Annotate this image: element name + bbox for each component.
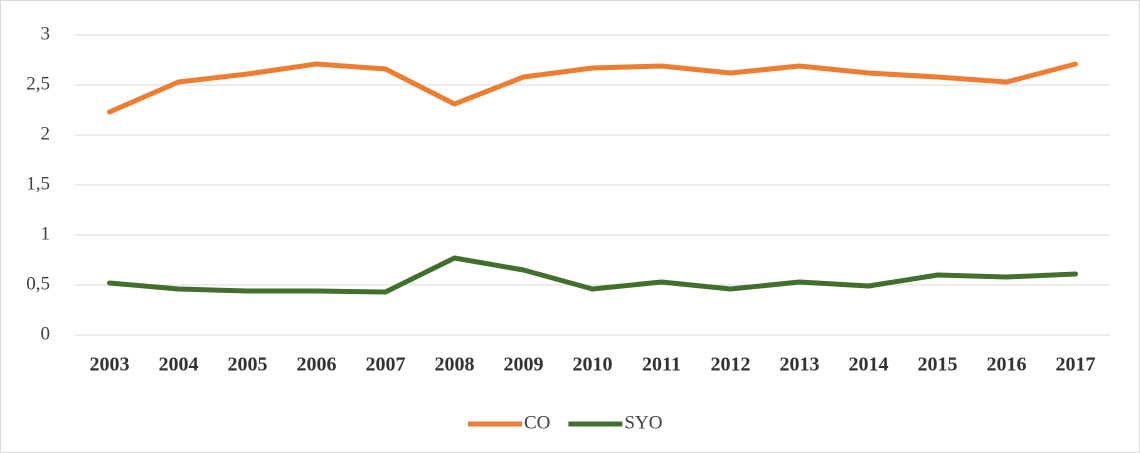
x-tick-label: 2005 xyxy=(228,354,268,376)
y-tick-label: 1 xyxy=(41,223,51,244)
x-tick-label: 2011 xyxy=(642,354,681,376)
x-tick-label: 2009 xyxy=(504,354,544,376)
y-tick-label: 3 xyxy=(41,23,51,44)
x-tick-label: 2010 xyxy=(573,354,613,376)
y-tick-label: 0 xyxy=(41,323,51,344)
series-line xyxy=(107,61,1078,115)
y-tick-label: 2 xyxy=(41,123,51,144)
x-tick-label: 2017 xyxy=(1056,354,1096,376)
x-tick-label: 2006 xyxy=(297,354,337,376)
x-tick-label: 2012 xyxy=(711,354,751,376)
x-tick-label: 2004 xyxy=(159,354,199,376)
x-tick-label: 2014 xyxy=(849,354,889,376)
y-tick-label: 0,5 xyxy=(26,273,50,294)
x-tick-label: 2007 xyxy=(366,354,406,376)
y-tick-label: 2,5 xyxy=(26,73,50,94)
x-tick-label: 2015 xyxy=(918,354,958,376)
x-tick-label: 2013 xyxy=(780,354,820,376)
series-line xyxy=(107,255,1078,295)
x-tick-label: 2016 xyxy=(987,354,1027,376)
x-tick-label: 2003 xyxy=(90,354,130,376)
legend-label: CO xyxy=(524,412,550,433)
x-tick-label: 2008 xyxy=(435,354,475,376)
y-tick-label: 1,5 xyxy=(26,173,50,194)
legend-label: SYO xyxy=(624,412,662,433)
